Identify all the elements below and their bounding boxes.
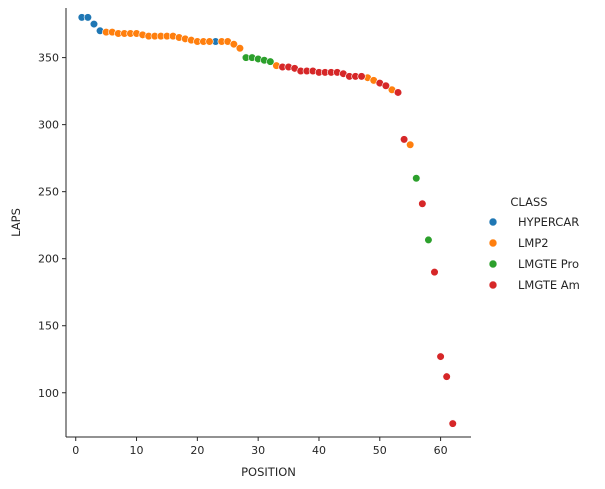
legend-marker xyxy=(488,217,498,227)
data-point xyxy=(381,81,390,90)
legend-marker xyxy=(488,280,498,290)
y-tick-label: 300 xyxy=(38,119,59,132)
plot-area xyxy=(77,13,457,428)
y-tick-label: 200 xyxy=(38,253,59,266)
legend-marker xyxy=(488,259,498,269)
data-point xyxy=(406,140,415,149)
axes xyxy=(65,8,471,438)
data-point xyxy=(448,419,457,428)
legend-title: CLASS xyxy=(510,195,547,209)
y-axis-label: LAPS xyxy=(9,208,23,237)
data-point xyxy=(430,268,439,277)
x-tick-label: 0 xyxy=(72,444,79,457)
data-point xyxy=(418,199,427,208)
data-point xyxy=(229,40,238,49)
data-point xyxy=(266,57,275,66)
x-axis-ticks: 0 10 20 30 40 50 60 xyxy=(72,437,448,457)
data-point xyxy=(83,13,92,22)
x-tick-label: 10 xyxy=(130,444,144,457)
y-axis-ticks: 100 150 200 250 300 350 xyxy=(38,52,66,400)
data-point xyxy=(442,372,451,381)
y-tick-label: 350 xyxy=(38,52,59,65)
legend-item-label: LMGTE Pro xyxy=(518,257,579,271)
data-point xyxy=(205,37,214,46)
y-tick-label: 250 xyxy=(38,186,59,199)
legend-item-label: LMP2 xyxy=(518,236,549,250)
x-axis-label: POSITION xyxy=(241,465,296,479)
y-tick-label: 100 xyxy=(38,387,59,400)
legend-marker xyxy=(488,238,498,248)
y-tick-label: 150 xyxy=(38,320,59,333)
legend: CLASS HYPERCAR LMP2 LMGTE Pro LMGTE Am xyxy=(488,195,580,292)
data-point xyxy=(436,352,445,361)
legend-item-label: LMGTE Am xyxy=(518,278,580,292)
data-point xyxy=(393,88,403,97)
x-tick-label: 20 xyxy=(190,444,204,457)
x-tick-label: 50 xyxy=(373,444,387,457)
data-point xyxy=(89,19,99,29)
legend-item-label: HYPERCAR xyxy=(518,215,579,229)
x-tick-label: 40 xyxy=(312,444,326,457)
x-tick-label: 60 xyxy=(434,444,448,457)
data-point xyxy=(357,72,366,81)
x-tick-label: 30 xyxy=(251,444,265,457)
data-point xyxy=(400,135,409,144)
data-point xyxy=(412,174,421,183)
data-point xyxy=(424,235,433,245)
data-point xyxy=(235,44,245,53)
